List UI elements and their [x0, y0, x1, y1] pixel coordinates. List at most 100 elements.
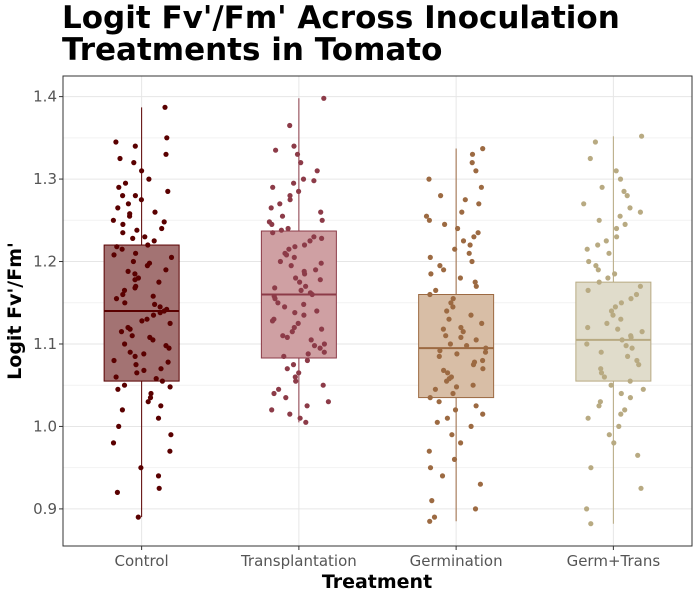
data-point	[300, 176, 307, 182]
data-point	[139, 168, 145, 174]
data-point	[469, 258, 475, 265]
data-point	[585, 324, 591, 331]
data-point	[466, 250, 472, 256]
data-point	[167, 448, 173, 454]
data-point	[298, 287, 304, 293]
data-point	[139, 318, 145, 324]
data-point	[286, 246, 292, 252]
chart-title: Logit Fv'/Fm' Across Inoculation Treatme…	[62, 2, 692, 66]
data-point	[449, 432, 455, 438]
data-point	[458, 324, 464, 331]
data-point	[291, 143, 297, 149]
series-layer	[103, 95, 652, 527]
data-point	[311, 234, 317, 240]
data-point	[613, 168, 619, 174]
data-point	[145, 399, 151, 405]
data-point	[120, 291, 126, 298]
data-point	[307, 238, 313, 244]
data-point	[437, 263, 443, 269]
data-point	[280, 333, 286, 339]
data-point	[597, 399, 604, 405]
data-point	[145, 242, 151, 248]
data-point	[453, 384, 460, 390]
y-tick-label: 1.2	[33, 253, 57, 271]
data-point	[585, 415, 591, 421]
data-point	[291, 324, 297, 331]
data-point	[627, 378, 633, 384]
data-point	[132, 143, 138, 149]
data-point	[165, 359, 171, 365]
data-point	[616, 423, 622, 429]
data-point	[427, 254, 433, 260]
data-point	[269, 407, 275, 413]
data-point	[295, 320, 301, 326]
data-point	[157, 304, 163, 310]
data-point	[287, 122, 293, 129]
data-point	[454, 351, 460, 357]
data-point	[469, 151, 476, 157]
data-point	[284, 366, 290, 372]
data-point	[150, 293, 156, 299]
data-point	[155, 415, 162, 421]
chart-title-line-2: Treatments in Tomato	[62, 32, 443, 68]
data-point	[468, 312, 474, 318]
data-point	[627, 205, 633, 211]
data-point	[287, 411, 293, 417]
data-point	[117, 155, 123, 162]
data-point	[441, 367, 447, 373]
x-axis: Control Transplantation Germination Germ+Tr…	[115, 546, 660, 570]
data-point	[444, 308, 450, 314]
data-point	[297, 279, 303, 285]
data-point	[158, 366, 164, 372]
data-point	[452, 246, 458, 252]
data-point	[627, 395, 634, 401]
data-point	[472, 506, 479, 512]
data-point	[441, 267, 447, 273]
series-control	[103, 104, 180, 520]
data-point	[271, 390, 277, 397]
data-point	[637, 209, 644, 215]
data-point	[125, 201, 131, 207]
data-point	[270, 184, 276, 190]
data-point	[633, 291, 640, 298]
data-point	[480, 146, 486, 152]
data-point	[450, 390, 456, 397]
data-point	[605, 275, 611, 281]
data-point	[423, 213, 430, 219]
data-point	[610, 312, 616, 318]
data-point	[622, 407, 628, 413]
data-point	[167, 320, 173, 326]
data-point	[291, 254, 297, 260]
data-point	[122, 341, 128, 347]
data-point	[440, 326, 446, 332]
data-point	[292, 310, 298, 316]
data-point	[452, 407, 459, 413]
data-point	[462, 197, 468, 203]
data-point	[272, 285, 278, 291]
data-point	[592, 139, 599, 145]
data-point	[464, 343, 470, 349]
data-point	[427, 465, 434, 471]
data-point	[275, 300, 281, 306]
data-point	[155, 473, 162, 479]
data-point	[614, 234, 620, 240]
data-point	[144, 316, 150, 322]
data-point	[111, 252, 117, 258]
data-point	[132, 353, 138, 359]
data-point	[451, 456, 458, 462]
data-point	[311, 343, 318, 349]
data-point	[308, 337, 314, 343]
data-point	[476, 201, 482, 207]
data-point	[153, 376, 159, 382]
y-tick-label: 1.3	[33, 170, 57, 188]
data-point	[433, 287, 439, 293]
data-point	[311, 178, 317, 184]
data-point	[482, 349, 489, 355]
data-point	[587, 155, 593, 162]
data-point	[478, 184, 484, 190]
data-point	[612, 271, 618, 277]
data-point	[115, 386, 121, 392]
data-point	[132, 285, 138, 291]
data-point	[303, 283, 309, 289]
data-point	[477, 481, 483, 487]
